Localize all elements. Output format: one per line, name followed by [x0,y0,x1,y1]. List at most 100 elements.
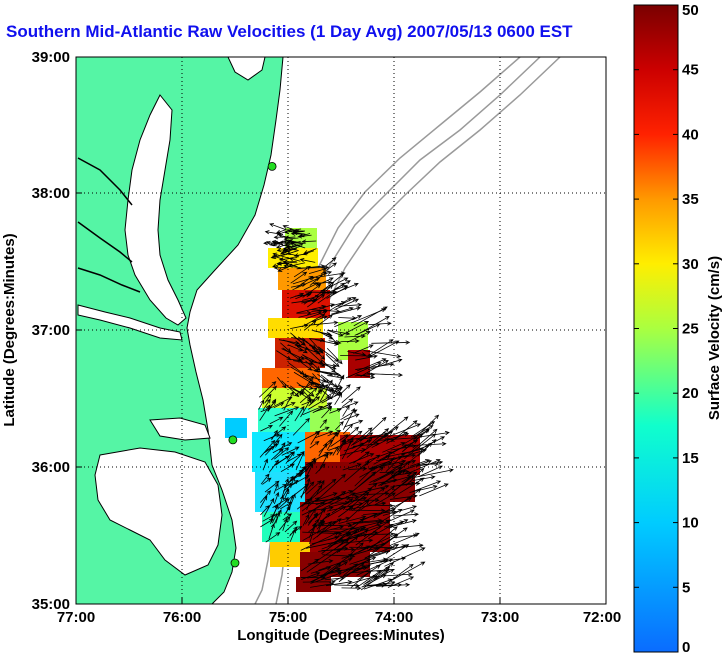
velocity-arrow [350,427,373,446]
river-rappahannock [77,221,133,263]
velocity-arrow [294,344,310,351]
velocity-arrow [284,235,296,240]
velocity-arrow [338,316,357,321]
velocity-arrow [325,353,340,368]
velocity-arrow [302,354,321,371]
colorbar-tick-label: 50 [682,2,699,19]
velocity-arrow [311,308,328,313]
velocity-arrow [389,509,415,522]
velocity-arrow [353,344,374,354]
velocity-arrow [346,518,383,524]
velocity-arrow [351,487,386,512]
velocity-arrow [310,566,332,574]
velocity-arrow [365,582,403,588]
velocity-arrow [326,431,338,451]
lon-tick-label: 73:00 [481,609,519,626]
velocity-arrow [401,433,424,453]
velocity-arrow [362,557,388,564]
colorbar-tick-label: 15 [682,450,699,467]
velocity-arrow [338,384,351,396]
velocity-arrow [367,358,403,371]
velocity-arrow [271,429,278,441]
velocity-arrow [333,528,361,551]
velocity-arrow [334,298,360,311]
velocity-arrow [340,409,358,421]
velocity-arrow [392,512,420,517]
velocity-arrow [265,240,282,245]
velocity-arrow [276,228,293,236]
velocity-arrow [387,471,418,497]
velocity-arrow [273,482,279,494]
velocity-arrow [302,521,337,542]
velocity-arrow [327,329,344,337]
velocity-arrow [386,519,417,529]
velocity-cell [225,418,247,438]
river-potomac [77,157,133,206]
velocity-arrow [318,557,353,571]
velocity-arrow [273,235,286,240]
velocity-arrow [393,477,425,497]
velocity-arrow [355,519,391,546]
velocity-arrow [329,408,342,414]
velocity-arrow [302,284,322,298]
velocity-arrow [380,470,403,485]
velocity-arrow [342,321,370,336]
colorbar-tick-label: 10 [682,515,699,532]
velocity-arrow [368,556,407,565]
velocity-arrow [316,553,353,581]
velocity-arrow [357,358,387,372]
velocity-arrow [318,442,328,457]
colorbar-tick-label: 20 [682,385,699,402]
velocity-arrow [322,402,333,409]
velocity-arrow [274,455,290,466]
velocity-arrow [349,545,395,550]
velocity-arrow [313,280,333,285]
velocity-arrow [409,484,438,493]
velocity-arrow [302,250,315,256]
velocity-arrow [318,453,329,471]
velocity-arrow [285,494,294,514]
radar-stations [228,161,277,568]
velocity-arrow [341,426,360,442]
velocity-arrow [325,273,345,289]
velocity-arrow [295,451,305,471]
velocity-arrow [263,433,281,442]
velocity-arrow [382,442,406,453]
velocity-arrow [314,370,340,376]
velocity-arrow [284,520,298,533]
velocity-arrow [349,484,390,496]
velocity-arrow [312,373,325,387]
velocity-arrow [282,347,302,361]
velocity-arrow [260,473,270,485]
velocity-arrow [328,340,342,345]
velocity-arrow [335,302,363,308]
velocity-arrow [332,306,362,315]
velocity-arrow [307,559,334,565]
velocity-arrow [358,466,384,487]
velocity-arrow [352,441,381,447]
velocity-arrow [271,448,284,461]
velocity-arrow [379,508,403,523]
velocity-arrow [307,569,343,579]
velocity-cell [278,268,326,290]
velocity-arrow [321,290,339,295]
velocity-arrow [297,234,312,239]
velocity-arrow [300,361,313,371]
velocity-arrow [365,432,388,440]
velocity-arrow [355,354,378,361]
velocity-arrow [316,479,325,495]
x-axis-label: Longitude (Degrees:Minutes) [237,627,445,644]
velocity-arrow [341,386,361,404]
velocity-cell [296,577,331,592]
velocity-arrow [308,505,334,512]
velocity-arrow [300,388,312,400]
velocity-arrow [305,480,322,495]
velocity-arrow [354,372,376,377]
velocity-arrow [351,439,372,450]
velocity-arrow [301,354,326,367]
velocity-arrow [381,563,414,588]
colorbar-tick-label: 30 [682,256,699,273]
velocity-arrow [406,441,447,447]
velocity-arrow [344,334,366,339]
velocity-arrow [292,417,310,436]
